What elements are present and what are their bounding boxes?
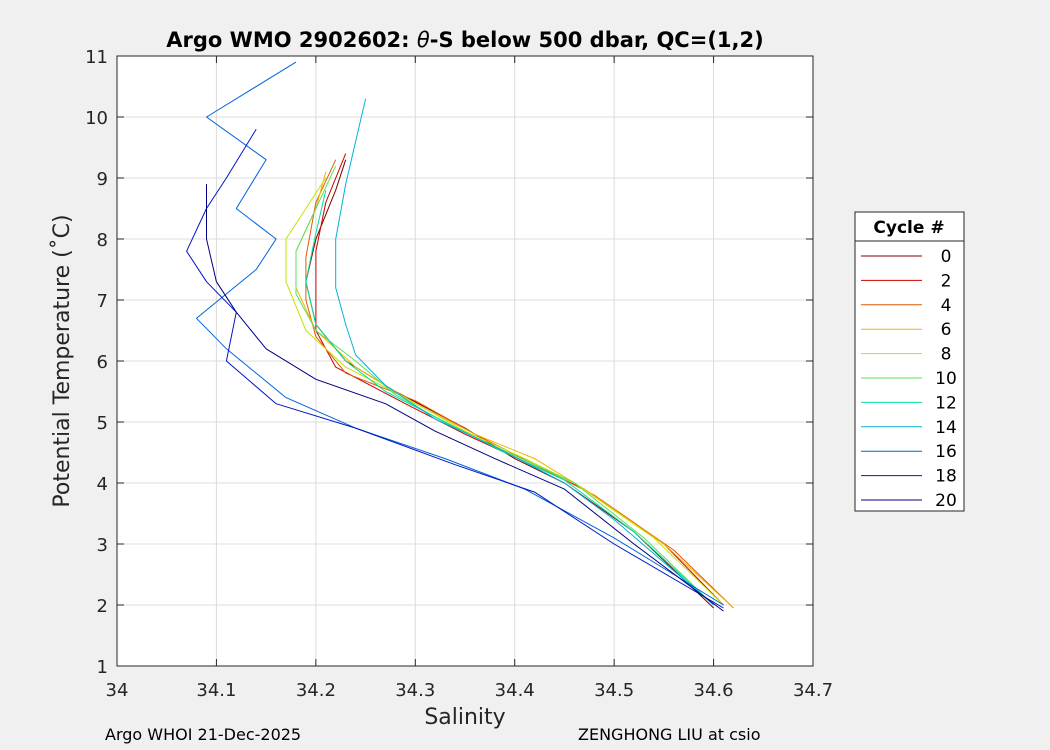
y-tick-label: 9 xyxy=(97,169,108,190)
x-tick-label: 34.1 xyxy=(196,680,236,701)
y-tick-label: 4 xyxy=(97,474,108,495)
x-tick-label: 34 xyxy=(106,680,129,701)
legend-label-cycle-2: 2 xyxy=(941,271,952,291)
legend-label-cycle-6: 6 xyxy=(941,320,952,340)
x-axis-label: Salinity xyxy=(424,705,505,730)
footer-author: ZENGHONG LIU at csio xyxy=(578,725,761,744)
series-lines xyxy=(186,61,734,612)
legend-label-cycle-16: 16 xyxy=(935,442,957,462)
legend: Cycle # 0 2 4 6 8 10 12 14 16 18 20 xyxy=(854,211,965,512)
legend-box xyxy=(854,211,965,512)
footer-source: Argo WHOI 21-Dec-2025 xyxy=(105,725,302,744)
y-tick-label: 6 xyxy=(97,352,108,373)
legend-entries: 0 2 4 6 8 10 12 14 16 18 20 xyxy=(861,247,957,511)
legend-label-cycle-12: 12 xyxy=(935,393,957,413)
series-line-cycle-12 xyxy=(305,190,714,606)
theta-symbol: θ xyxy=(417,28,430,52)
legend-label-cycle-10: 10 xyxy=(935,369,957,389)
legend-label-cycle-20: 20 xyxy=(935,491,957,511)
ticks: 34 34.1 34.2 34.3 34.4 34.5 34.6 34.71234567891… xyxy=(85,47,833,701)
y-tick-label: 8 xyxy=(97,230,108,251)
x-tick-label: 34.7 xyxy=(793,680,833,701)
x-tick-label: 34.3 xyxy=(395,680,435,701)
series-line-cycle-8 xyxy=(285,177,724,606)
series-line-cycle-10 xyxy=(295,165,714,606)
y-axis-label: Potential Temperature (˚C) xyxy=(50,214,75,507)
series-line-cycle-14 xyxy=(335,98,714,606)
y-tick-label: 5 xyxy=(97,413,108,434)
series-line-cycle-20 xyxy=(206,184,724,612)
y-tick-label: 11 xyxy=(85,47,108,68)
y-tick-label: 2 xyxy=(97,596,108,617)
x-tick-label: 34.2 xyxy=(296,680,336,701)
legend-title: Cycle # xyxy=(873,218,944,238)
y-tick-label: 3 xyxy=(97,535,108,556)
legend-label-cycle-14: 14 xyxy=(935,418,957,438)
legend-label-cycle-18: 18 xyxy=(935,467,957,487)
x-tick-label: 34.5 xyxy=(594,680,634,701)
series-line-cycle-4 xyxy=(305,159,734,609)
legend-label-cycle-4: 4 xyxy=(941,296,952,316)
legend-label-cycle-8: 8 xyxy=(941,345,952,365)
y-tick-label: 10 xyxy=(85,108,108,129)
legend-label-cycle-0: 0 xyxy=(941,247,952,267)
x-tick-label: 34.4 xyxy=(495,680,535,701)
y-tick-label: 1 xyxy=(97,657,108,678)
y-tick-label: 7 xyxy=(97,291,108,312)
x-tick-label: 34.6 xyxy=(694,680,734,701)
chart-title: Argo WMO 2902602: θ-S below 500 dbar, QC… xyxy=(166,28,763,52)
